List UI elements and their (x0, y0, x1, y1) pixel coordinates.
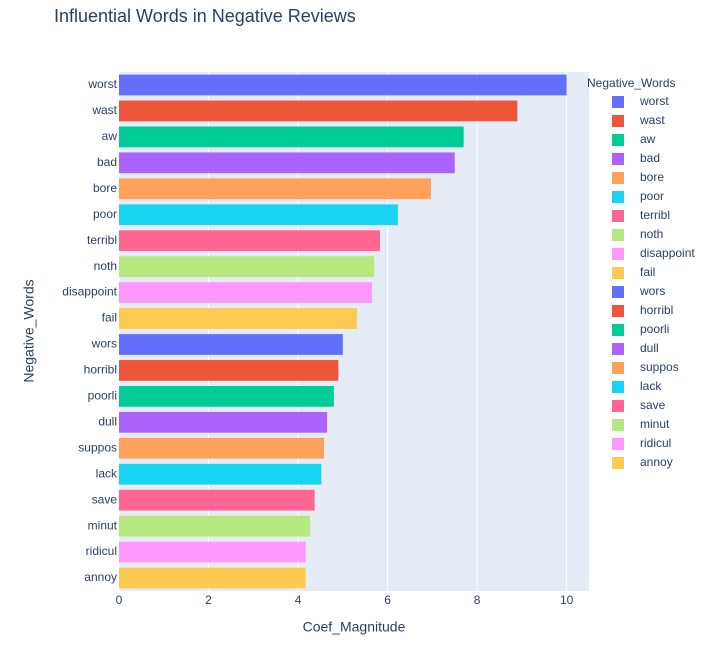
legend-label: fail (640, 265, 655, 279)
x-tick-label: 2 (205, 593, 212, 607)
legend-swatch (612, 153, 624, 165)
plot-background (119, 72, 589, 591)
legend-swatch (612, 324, 624, 336)
legend-swatch (612, 134, 624, 146)
legend-label: aw (640, 132, 656, 146)
x-axis-title: Coef_Magnitude (303, 619, 406, 635)
legend-swatch (612, 438, 624, 450)
bar (119, 360, 339, 381)
legend-label: bad (640, 151, 660, 165)
y-tick-label: wors (91, 337, 117, 351)
bar (119, 411, 328, 433)
legend-swatch (612, 248, 624, 260)
bar (119, 308, 358, 329)
x-tick-label: 0 (116, 593, 123, 607)
legend-swatch (612, 419, 624, 431)
legend-swatch (612, 362, 624, 374)
y-tick-label: ridicul (86, 544, 117, 558)
legend-label: wast (639, 113, 665, 127)
legend-label: terribl (640, 208, 670, 222)
y-tick-label: wast (91, 103, 117, 117)
legend-label: ridicul (640, 436, 671, 450)
legend-swatch (612, 286, 624, 298)
bar (119, 515, 311, 537)
y-tick-label: poor (93, 207, 117, 221)
bar (119, 489, 315, 511)
y-tick-label: bore (93, 181, 117, 195)
legend-swatch (612, 115, 624, 127)
legend-swatch (612, 229, 624, 241)
legend-label: bore (640, 170, 664, 184)
y-axis-title: Negative_Words (21, 279, 37, 382)
y-tick-label: poorli (88, 389, 117, 403)
legend-label: noth (640, 227, 663, 241)
legend-swatch (612, 457, 624, 469)
y-tick-label: fail (102, 311, 117, 325)
y-tick-label: bad (97, 155, 117, 169)
legend-title: Negative_Words (587, 76, 676, 90)
y-tick-label: aw (102, 129, 118, 143)
bar (119, 541, 306, 563)
bar (119, 100, 518, 122)
chart-title: Influential Words in Negative Reviews (54, 6, 356, 26)
bar (119, 385, 334, 407)
bar (119, 204, 398, 226)
bar (119, 152, 455, 174)
legend-swatch (612, 400, 624, 412)
bar (119, 567, 306, 589)
legend-label: horribl (640, 303, 673, 317)
x-tick-label: 6 (384, 593, 391, 607)
y-tick-label: horribl (84, 363, 117, 377)
bar (119, 126, 464, 148)
legend-label: annoy (640, 455, 673, 469)
legend-label: wors (639, 284, 665, 298)
legend-label: minut (640, 417, 670, 431)
bar (119, 256, 375, 278)
legend-swatch (612, 210, 624, 222)
y-tick-label: annoy (84, 570, 117, 584)
legend-label: poorli (640, 322, 669, 336)
y-tick-label: noth (94, 259, 117, 273)
x-tick-label: 8 (474, 593, 481, 607)
y-tick-label: minut (88, 518, 118, 532)
y-tick-label: worst (87, 77, 117, 91)
bar (119, 178, 431, 200)
bar (119, 334, 343, 355)
y-tick-label: save (92, 492, 118, 506)
legend-swatch (612, 305, 624, 317)
legend-label: suppos (640, 360, 679, 374)
legend-label: dull (640, 341, 659, 355)
bar (119, 282, 372, 303)
legend-swatch (612, 381, 624, 393)
legend-swatch (612, 191, 624, 203)
bar (119, 437, 325, 459)
bar (119, 74, 567, 96)
legend-label: disappoint (640, 246, 695, 260)
y-tick-label: terribl (87, 233, 117, 247)
bar (119, 463, 322, 485)
legend-label: worst (639, 94, 669, 108)
y-tick-label: lack (96, 466, 118, 480)
legend-label: save (640, 398, 666, 412)
y-tick-label: dull (98, 414, 117, 428)
bar (119, 230, 380, 252)
y-tick-label: disappoint (62, 285, 117, 299)
legend-label: lack (640, 379, 662, 393)
x-tick-label: 10 (560, 593, 574, 607)
legend-swatch (612, 96, 624, 108)
legend-swatch (612, 172, 624, 184)
legend-swatch (612, 267, 624, 279)
x-tick-label: 4 (295, 593, 302, 607)
legend-swatch (612, 343, 624, 355)
legend-label: poor (640, 189, 664, 203)
y-tick-label: suppos (78, 440, 117, 454)
